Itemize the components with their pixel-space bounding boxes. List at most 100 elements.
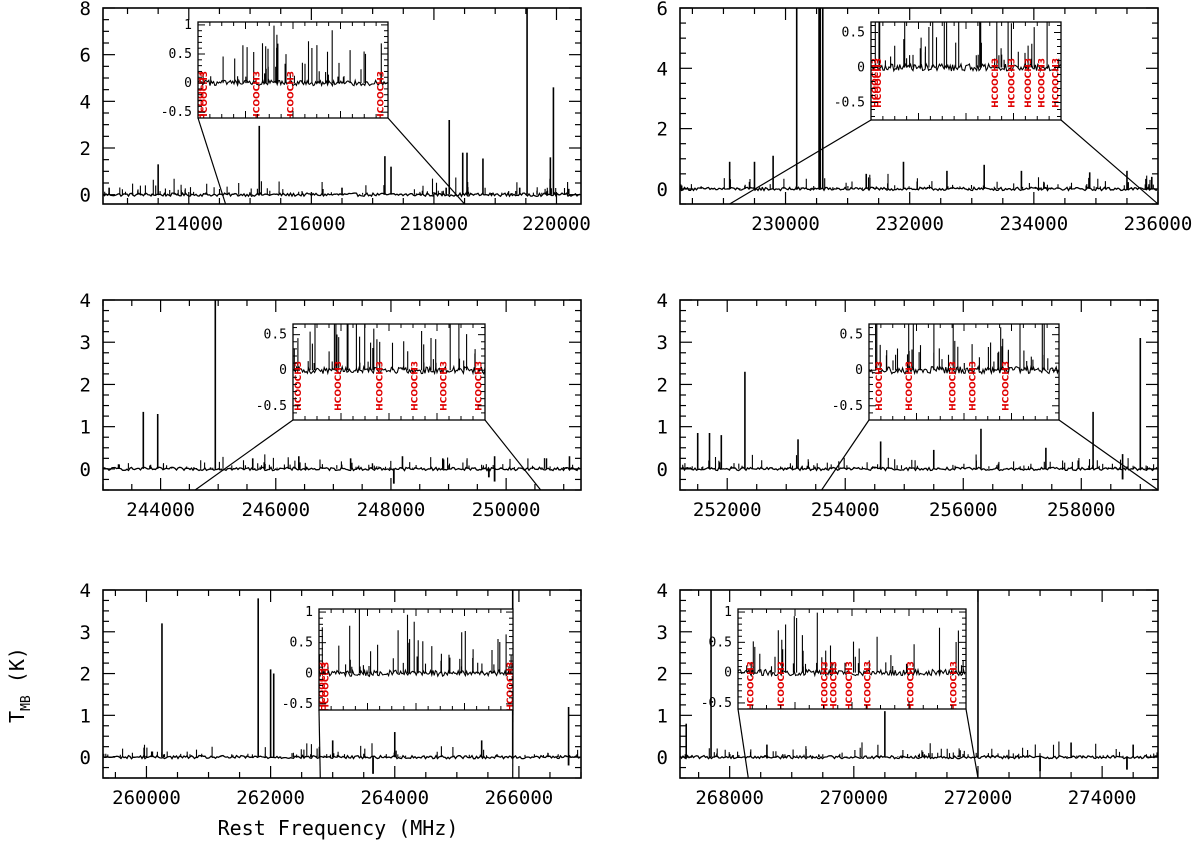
spectrum-line-forest (682, 741, 1158, 758)
x-tick-label: 254000 (811, 499, 880, 521)
x-axis-title: Rest Frequency (MHz) (218, 816, 459, 840)
zoom-connector-left (318, 709, 321, 778)
molecule-label: HCOOCH3 (318, 662, 328, 712)
zoom-connector-left (821, 419, 870, 490)
inset-y-tick-label: 0.5 (842, 26, 865, 41)
y-tick-label: 0 (80, 459, 91, 481)
zoom-connector-left (197, 117, 227, 204)
x-tick-label: 214000 (154, 213, 223, 235)
molecule-label: HCOOCH3 (820, 661, 830, 711)
spectrum-baseline (680, 466, 1158, 472)
x-tick-label: 256000 (929, 499, 998, 521)
y-tick-label: 6 (657, 0, 668, 20)
spectrum-baseline (103, 754, 581, 760)
inset-y-tick-label: 0 (857, 61, 865, 76)
molecule-label: HCOOCH3 (253, 71, 263, 121)
panel-top-left: 214000 216000 218000 22000002468HCOOCH3HCOO… (80, 0, 591, 235)
inset-background (293, 324, 485, 420)
inset-spectrum (738, 667, 966, 678)
y-axis-title-main: T (5, 711, 29, 723)
inset-line-forest (319, 609, 512, 674)
x-tick-label: 270000 (819, 787, 888, 809)
x-tick-label: 232000 (875, 213, 944, 235)
inset-y-tick-label: 0.5 (709, 635, 732, 650)
y-axis-title-subscript: MB (19, 695, 34, 711)
y-tick-label: 4 (80, 580, 91, 602)
molecule-label: HCOOCH3 (1007, 58, 1017, 108)
y-tick-label: 2 (657, 119, 668, 141)
molecule-label: HCOOCH3 (948, 361, 958, 411)
inset-background (319, 609, 513, 710)
plot-area (103, 300, 581, 490)
zoom-connector-right (1060, 119, 1158, 204)
molecule-label: HCOOCH3 (845, 661, 855, 711)
inset-y-tick-label: -0.5 (161, 105, 192, 120)
spectrum-line-forest (117, 454, 581, 469)
y-tick-label: 2 (80, 664, 91, 686)
panel-frame (679, 7, 1159, 205)
x-tick-label: 252000 (693, 499, 762, 521)
y-tick-label: 4 (657, 58, 668, 80)
zoom-connector-right (1058, 419, 1158, 490)
spectrum-line-forest (680, 173, 1154, 189)
x-tick-label: 262000 (236, 787, 305, 809)
inset-y-tick-label: 0.5 (169, 47, 192, 62)
molecule-label: HCOOCH3 (777, 661, 787, 711)
spectrum-baseline (680, 186, 1158, 192)
y-tick-label: 1 (657, 705, 668, 727)
spectrum-line-forest (103, 743, 579, 758)
y-tick-label: 6 (80, 45, 91, 67)
inset-y-tick-label: -0.5 (832, 399, 863, 414)
molecule-label: HCOOCH3 (968, 361, 978, 411)
y-tick-label: 0 (657, 747, 668, 769)
inset-y-tick-label: 0 (855, 363, 863, 378)
inset-y-tick-label: 0 (184, 76, 192, 91)
inset-y-tick-label: -0.5 (282, 697, 313, 712)
molecule-label: HCOOCH3 (200, 71, 210, 121)
x-tick-label: 236000 (1124, 213, 1193, 235)
inset-middle-left: HCOOCH3 HCOOCH3 HCOOCH3 HCOOCH3 HCOOCH3 HCOOC… (256, 323, 486, 421)
molecule-label: HCOOCH3 (475, 361, 485, 411)
molecule-label: HCOOCH3 (863, 661, 873, 711)
inset-spectrum (198, 78, 388, 88)
y-tick-label: 0 (80, 747, 91, 769)
molecule-label: HCOOCH3 (907, 661, 917, 711)
zoom-connector-right (965, 708, 979, 778)
zoom-connector-left (737, 708, 749, 778)
molecule-label: HCOOCH3 (196, 71, 206, 121)
y-tick-label: 3 (657, 622, 668, 644)
zoom-connector-right (387, 117, 466, 204)
molecule-label: HCOOCH3 (287, 71, 297, 121)
molecule-label: HCOOCH3 (875, 361, 885, 411)
panels-group: 214000 216000 218000 22000002468HCOOCH3HCOO… (80, 0, 1193, 809)
molecule-label: HCOOCH3 (439, 361, 449, 411)
x-tick-label: 220000 (522, 213, 591, 235)
x-tick-label: 248000 (357, 499, 426, 521)
x-tick-label: 244000 (126, 499, 195, 521)
y-tick-label: 2 (657, 664, 668, 686)
molecule-label: HCOOCH3 (905, 361, 915, 411)
inset-spectrum (319, 668, 513, 678)
y-tick-label: 0 (80, 185, 91, 207)
zoom-connector-left (729, 119, 872, 204)
x-tick-label: 218000 (400, 213, 469, 235)
plot-area (680, 590, 1158, 778)
inset-y-tick-label: -0.5 (834, 96, 865, 111)
x-tick-label: 234000 (1000, 213, 1069, 235)
zoom-connector-right (484, 419, 542, 490)
molecule-label: HCOOCH3 (871, 58, 881, 108)
y-tick-label: 2 (80, 138, 91, 160)
inset-y-tick-label: 1 (184, 18, 192, 33)
y-axis-title: TMB (K) (5, 647, 34, 723)
inset-line-forest (874, 22, 1060, 68)
inset-y-tick-label: 0.5 (290, 636, 313, 651)
molecule-label: HCOOCH3 (377, 71, 387, 121)
